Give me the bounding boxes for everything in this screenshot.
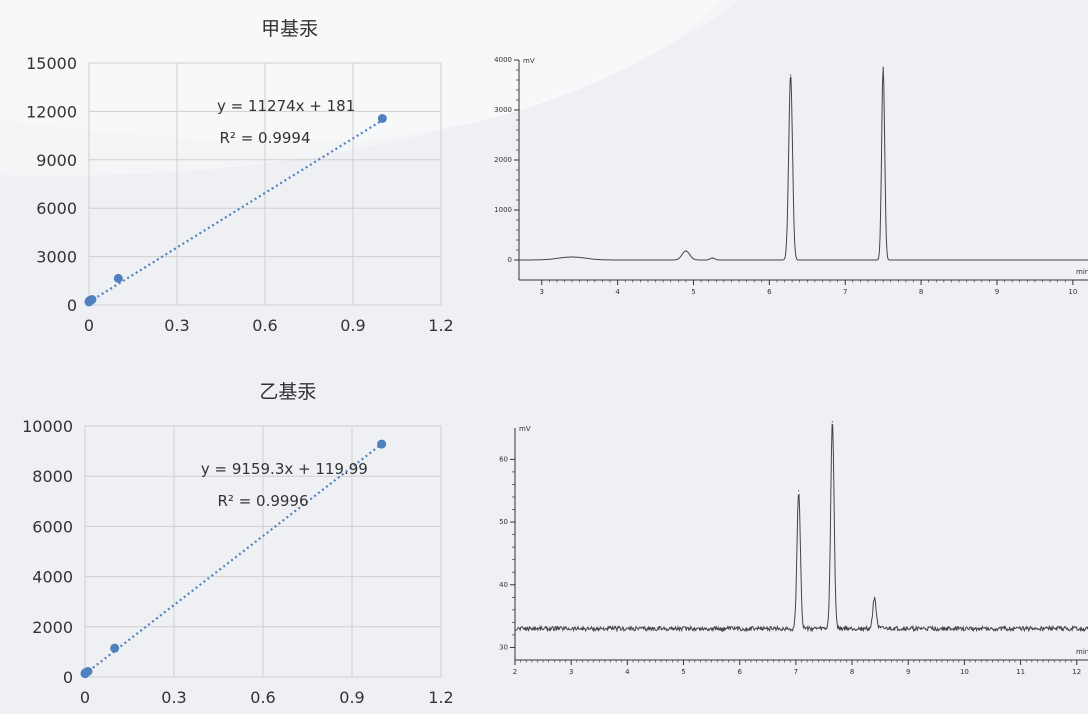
x-tick-label: 1.2	[428, 688, 453, 707]
chromatogram-trace	[519, 67, 1088, 261]
data-point	[87, 295, 97, 305]
x-tick-label: 0	[80, 688, 90, 707]
y-tick-label: 10000	[22, 417, 73, 436]
x-tick-label: 7	[843, 288, 847, 296]
x-tick-label: 8	[919, 288, 923, 296]
x-unit-label: min	[1076, 648, 1088, 656]
x-tick-label: 0.6	[250, 688, 275, 707]
y-tick-label: 0	[63, 668, 73, 687]
peak-apex	[831, 421, 833, 423]
x-tick-label: 10	[1068, 288, 1077, 296]
data-point	[83, 666, 93, 676]
x-tick-label: 0.9	[339, 688, 364, 707]
x-tick-label: 4	[615, 288, 620, 296]
peak-apex	[685, 250, 687, 252]
y-tick-label: 3000	[36, 248, 77, 267]
peak-apex	[571, 256, 573, 258]
x-tick-label: 5	[691, 288, 695, 296]
y-tick-label: 2000	[494, 156, 512, 164]
r-squared-label: R² = 0.9996	[217, 492, 308, 510]
peak-apex	[798, 490, 800, 492]
y-tick-label: 50	[499, 518, 508, 526]
y-tick-label: 6000	[36, 199, 77, 218]
x-tick-label: 3	[540, 288, 544, 296]
y-tick-label: 4000	[494, 56, 512, 64]
x-tick-label: 8	[850, 668, 854, 676]
y-tick-label: 1000	[494, 206, 512, 214]
peak-apex	[711, 257, 714, 259]
trendline-equation: y = 11274x + 181	[217, 97, 355, 115]
y-tick-label: 40	[499, 581, 508, 589]
data-point	[377, 439, 387, 449]
data-point	[377, 113, 387, 123]
x-tick-label: 0.9	[340, 316, 365, 335]
peak-apex	[882, 66, 884, 69]
chart-title: 甲基汞	[261, 18, 318, 40]
x-tick-label: 5	[681, 668, 685, 676]
y-tick-label: 2000	[32, 618, 73, 637]
x-tick-label: 0.3	[161, 688, 186, 707]
trendline-equation: y = 9159.3x + 119.99	[201, 460, 368, 478]
x-tick-label: 1.2	[428, 316, 453, 335]
x-tick-label: 6	[737, 668, 742, 676]
x-tick-label: 7	[794, 668, 798, 676]
x-tick-label: 6	[767, 288, 772, 296]
x-tick-label: 9	[906, 668, 910, 676]
chart-title: 乙基汞	[259, 381, 316, 403]
y-tick-label: 4000	[32, 568, 73, 587]
y-tick-label: 12000	[26, 102, 77, 121]
x-unit-label: min	[1076, 268, 1088, 276]
x-tick-label: 11	[1016, 668, 1025, 676]
x-tick-label: 0.6	[252, 316, 277, 335]
x-tick-label: 2	[513, 668, 517, 676]
r-squared-label: R² = 0.9994	[219, 129, 310, 147]
x-tick-label: 9	[995, 288, 999, 296]
data-point	[113, 273, 123, 283]
y-unit-label: mV	[519, 425, 531, 433]
x-tick-label: 0.3	[164, 316, 189, 335]
data-point	[110, 643, 120, 653]
chromatogram-trace	[515, 423, 1088, 633]
y-tick-label: 9000	[36, 151, 77, 170]
x-tick-label: 4	[625, 668, 630, 676]
peak-apex	[873, 596, 876, 598]
peak-apex	[790, 74, 792, 76]
x-tick-label: 12	[1072, 668, 1081, 676]
y-tick-label: 3000	[494, 106, 512, 114]
y-unit-label: mV	[523, 57, 535, 65]
y-tick-label: 8000	[32, 467, 73, 486]
x-tick-label: 0	[84, 316, 94, 335]
y-tick-label: 60	[499, 455, 508, 463]
y-tick-label: 0	[67, 296, 77, 315]
x-tick-label: 10	[960, 668, 969, 676]
y-tick-label: 30	[499, 643, 508, 651]
y-tick-label: 15000	[26, 54, 77, 73]
y-tick-label: 6000	[32, 517, 73, 536]
y-tick-label: 0	[508, 256, 512, 264]
x-tick-label: 3	[569, 668, 573, 676]
